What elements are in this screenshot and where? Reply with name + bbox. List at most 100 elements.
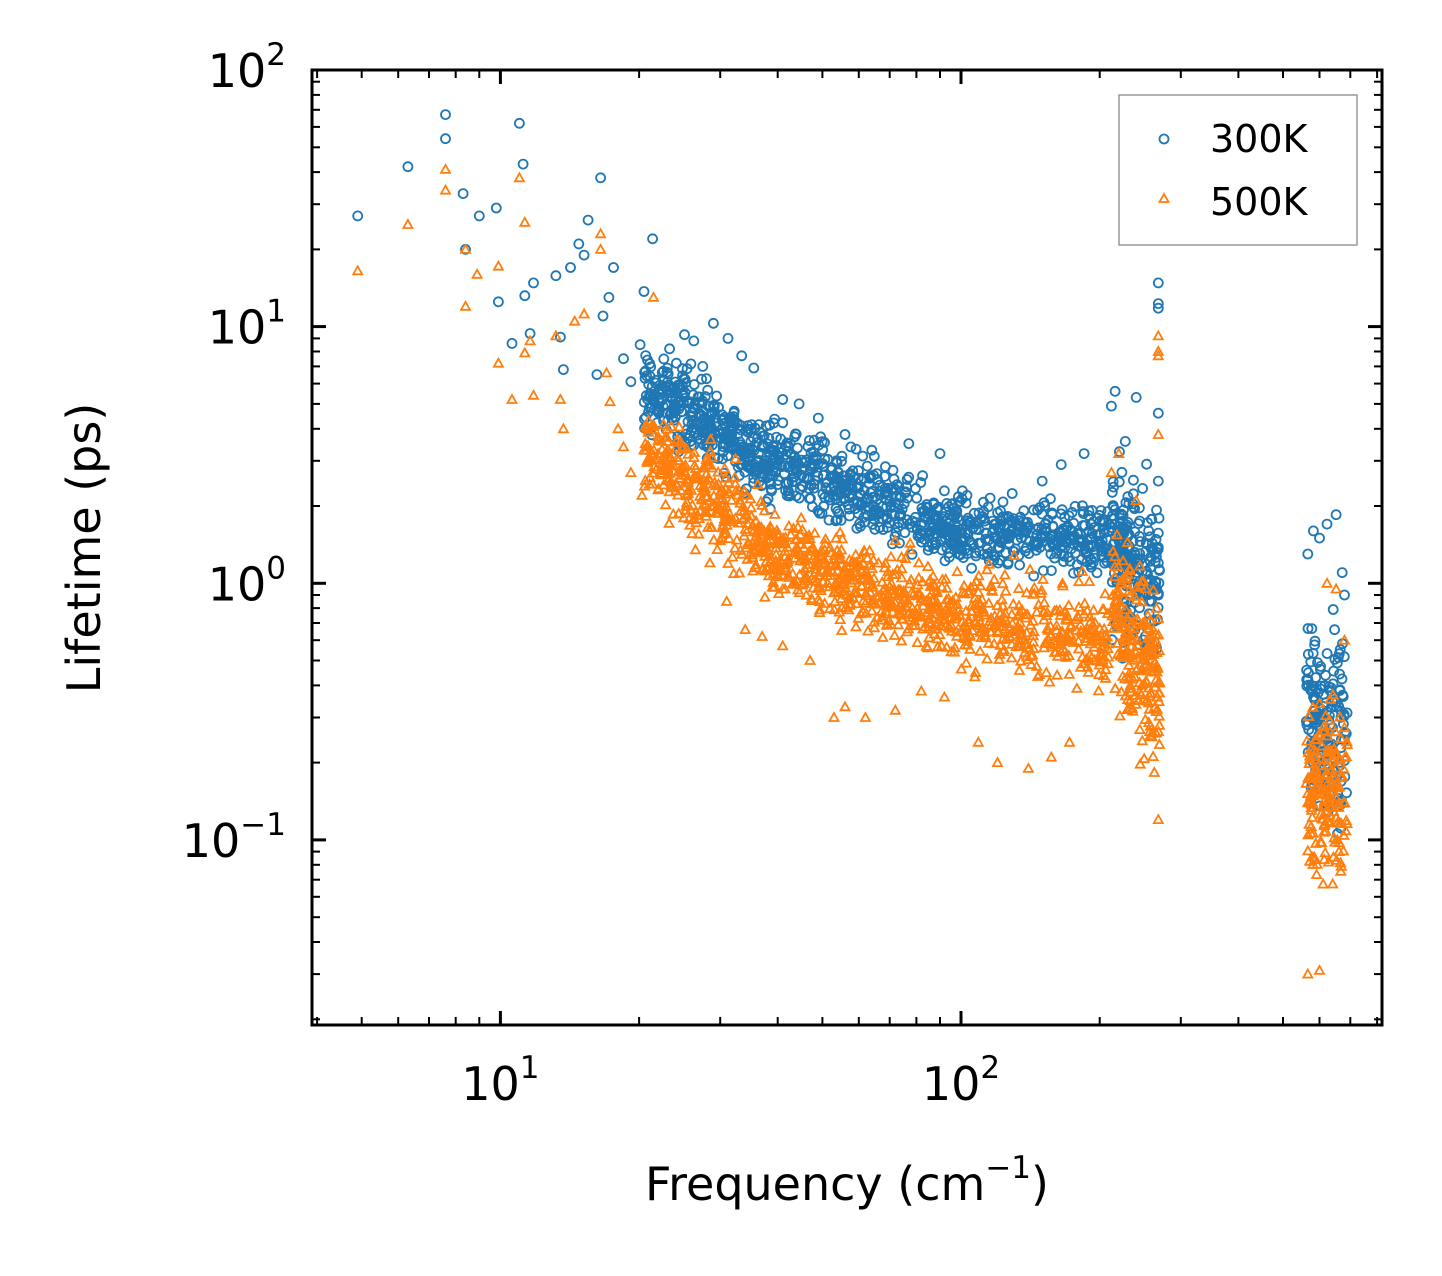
data-point-500k — [863, 578, 876, 589]
data-point-300k — [890, 497, 902, 509]
data-point-500k — [867, 553, 880, 565]
data-point-500k — [1019, 633, 1032, 645]
data-point-500k — [756, 630, 769, 641]
data-point-500k — [959, 604, 972, 616]
data-point-300k — [1122, 491, 1134, 503]
data-point-500k — [1005, 607, 1018, 619]
data-point-300k — [696, 426, 708, 437]
data-point-300k — [793, 398, 805, 410]
data-point-500k — [611, 422, 625, 434]
data-point-500k — [1089, 629, 1102, 640]
data-point-300k — [960, 497, 972, 509]
series-500k — [351, 163, 1354, 979]
data-point-300k — [780, 485, 791, 497]
data-point-500k — [707, 533, 720, 545]
data-point-500k — [751, 478, 764, 490]
data-point-500k — [721, 557, 735, 568]
data-point-500k — [1130, 580, 1143, 592]
data-point-500k — [935, 619, 948, 631]
data-point-500k — [912, 571, 925, 583]
data-point-300k — [1150, 577, 1162, 588]
data-point-500k — [879, 596, 892, 608]
data-point-500k — [889, 534, 902, 545]
data-point-300k — [688, 335, 700, 347]
data-point-500k — [868, 615, 881, 627]
data-point-500k — [998, 568, 1011, 580]
data-point-500k — [1302, 771, 1315, 783]
data-point-500k — [881, 570, 894, 581]
data-point-500k — [1334, 732, 1348, 743]
data-point-500k — [1035, 583, 1048, 595]
data-point-500k — [1338, 633, 1351, 645]
data-point-500k — [758, 546, 771, 557]
data-point-500k — [729, 511, 742, 523]
data-point-300k — [719, 411, 730, 423]
y-axis-title: Lifetime (ps) — [57, 403, 111, 694]
data-point-500k — [922, 606, 935, 617]
data-point-300k — [1315, 661, 1326, 672]
data-point-500k — [1313, 697, 1326, 709]
data-point-500k — [568, 314, 581, 326]
data-point-300k — [758, 430, 770, 442]
data-point-300k — [1097, 540, 1109, 552]
data-point-500k — [1122, 645, 1135, 656]
data-point-500k — [985, 611, 998, 623]
data-point-500k — [651, 452, 664, 463]
data-point-300k — [1069, 530, 1080, 542]
data-point-500k — [991, 624, 1004, 636]
data-point-300k — [962, 544, 974, 556]
data-point-500k — [1005, 651, 1018, 663]
data-point-300k — [723, 412, 735, 424]
data-point-500k — [1008, 549, 1021, 560]
data-point-500k — [1302, 746, 1315, 757]
data-point-500k — [1135, 679, 1149, 690]
data-point-300k — [550, 270, 562, 282]
data-point-500k — [748, 533, 762, 545]
data-point-500k — [749, 561, 762, 573]
data-point-500k — [861, 551, 874, 563]
data-point-500k — [913, 588, 926, 599]
data-point-500k — [985, 583, 998, 595]
data-point-300k — [830, 503, 842, 514]
data-point-500k — [1013, 664, 1026, 675]
data-point-300k — [670, 400, 682, 411]
data-point-300k — [678, 373, 689, 385]
data-point-300k — [1309, 635, 1321, 647]
data-point-500k — [679, 499, 693, 511]
data-point-300k — [1031, 530, 1042, 541]
data-point-500k — [680, 496, 693, 508]
x-tick-label-base: 10 — [461, 1057, 520, 1111]
data-point-300k — [1319, 680, 1331, 691]
data-point-500k — [1086, 618, 1099, 630]
data-point-300k — [490, 202, 502, 214]
data-point-500k — [921, 560, 934, 571]
data-point-300k — [1143, 525, 1154, 537]
data-point-300k — [1128, 488, 1139, 500]
data-point-300k — [671, 357, 682, 369]
data-point-500k — [821, 565, 834, 577]
data-point-500k — [1141, 609, 1154, 620]
data-point-500k — [1147, 750, 1160, 761]
data-point-500k — [991, 756, 1004, 767]
data-point-300k — [1308, 525, 1319, 537]
data-point-300k — [696, 373, 707, 385]
data-point-300k — [1302, 623, 1314, 634]
data-point-500k — [980, 563, 994, 575]
data-point-500k — [793, 568, 806, 580]
data-point-500k — [894, 585, 907, 597]
data-point-500k — [676, 443, 689, 454]
data-point-300k — [983, 555, 995, 566]
data-point-300k — [994, 554, 1006, 566]
data-point-300k — [790, 428, 802, 440]
data-point-500k — [1014, 654, 1027, 666]
x-tick-label-exponent: 1 — [520, 1050, 540, 1086]
data-point-300k — [1306, 623, 1318, 634]
data-point-300k — [1336, 567, 1348, 578]
data-point-500k — [978, 608, 991, 620]
data-point-500k — [744, 492, 757, 504]
data-point-500k — [865, 604, 878, 616]
data-point-500k — [740, 508, 753, 520]
data-point-300k — [851, 482, 863, 494]
data-point-500k — [527, 388, 540, 400]
data-point-500k — [1083, 648, 1096, 660]
